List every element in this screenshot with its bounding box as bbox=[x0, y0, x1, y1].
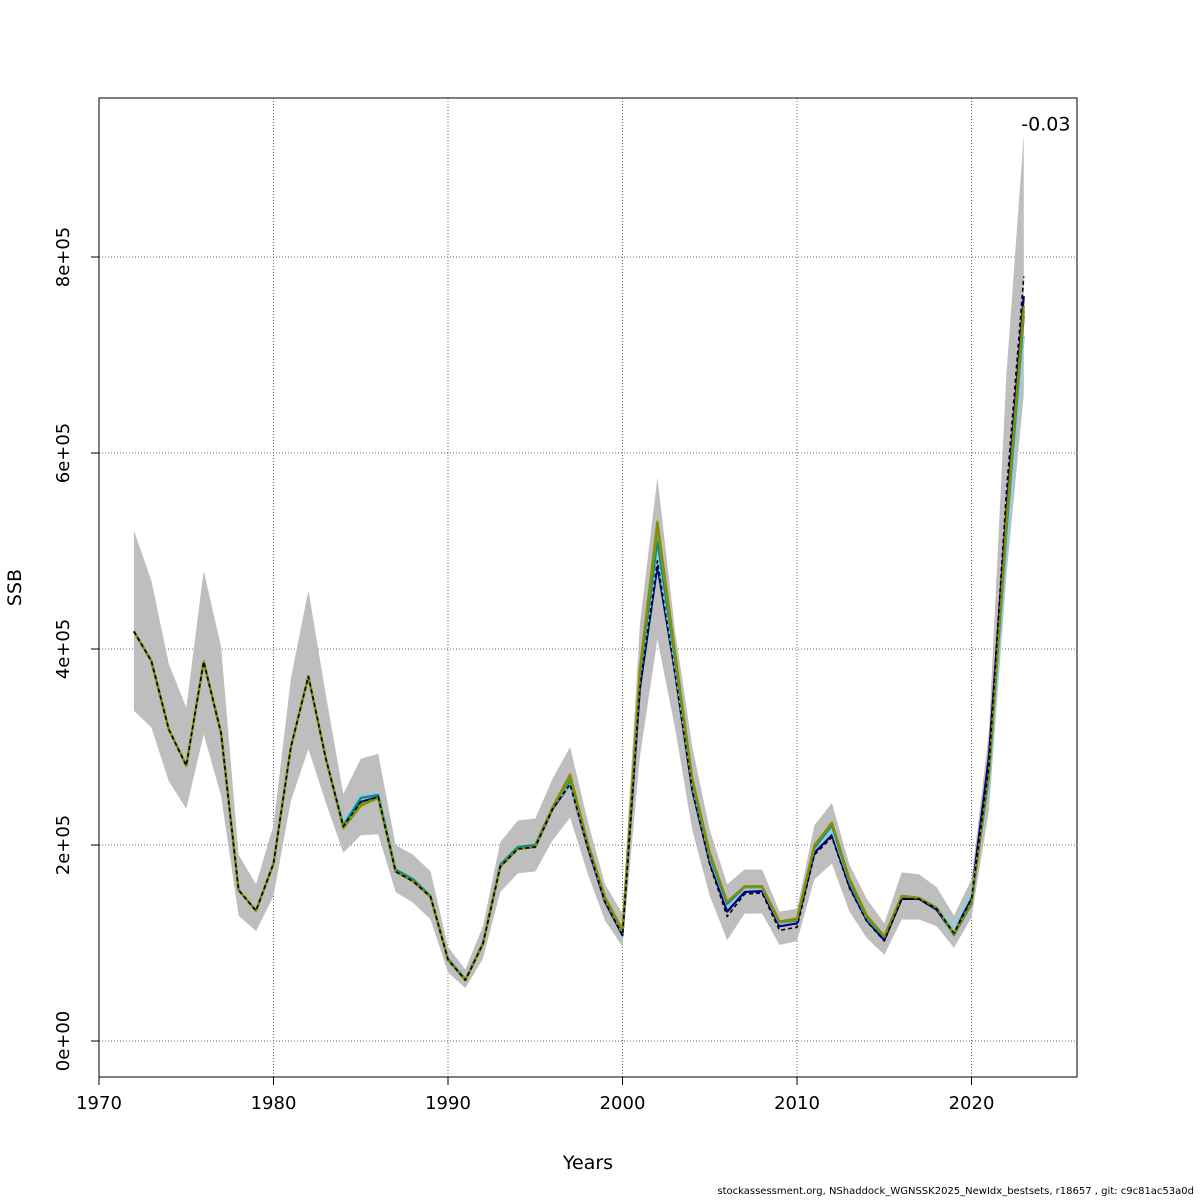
confidence-band bbox=[133, 134, 1024, 989]
confidence-band-layer bbox=[133, 134, 1024, 989]
y-axis-title: SSB bbox=[4, 569, 26, 606]
x-tick-label: 1970 bbox=[76, 1093, 122, 1114]
y-tick-label: 4e+05 bbox=[53, 619, 74, 680]
footer-credit: stockassessment.org, NShaddock_WGNSSK202… bbox=[717, 1186, 1194, 1197]
series-line bbox=[133, 276, 1025, 982]
x-tick-label: 2010 bbox=[774, 1093, 820, 1114]
mohn-rho-annotation: -0.03 bbox=[1021, 114, 1070, 136]
x-axis-title: Years bbox=[562, 1152, 613, 1174]
x-tick-label: 1990 bbox=[425, 1093, 471, 1114]
y-tick-label: 6e+05 bbox=[53, 423, 74, 484]
y-tick-label: 0e+00 bbox=[53, 1011, 74, 1072]
x-tick-label: 2020 bbox=[949, 1093, 995, 1114]
plot-frame bbox=[98, 97, 1078, 1078]
grid-lines bbox=[99, 98, 1077, 1077]
y-tick-label: 8e+05 bbox=[53, 227, 74, 288]
series-layer bbox=[132, 276, 1025, 982]
x-tick-label: 2000 bbox=[600, 1093, 646, 1114]
x-tick-label: 1980 bbox=[251, 1093, 297, 1114]
axes: 1970 1980 1990 2000 2010 2020 0e+00 2e+05 4e+05 6… bbox=[53, 227, 994, 1114]
y-tick-label: 2e+05 bbox=[53, 815, 74, 876]
